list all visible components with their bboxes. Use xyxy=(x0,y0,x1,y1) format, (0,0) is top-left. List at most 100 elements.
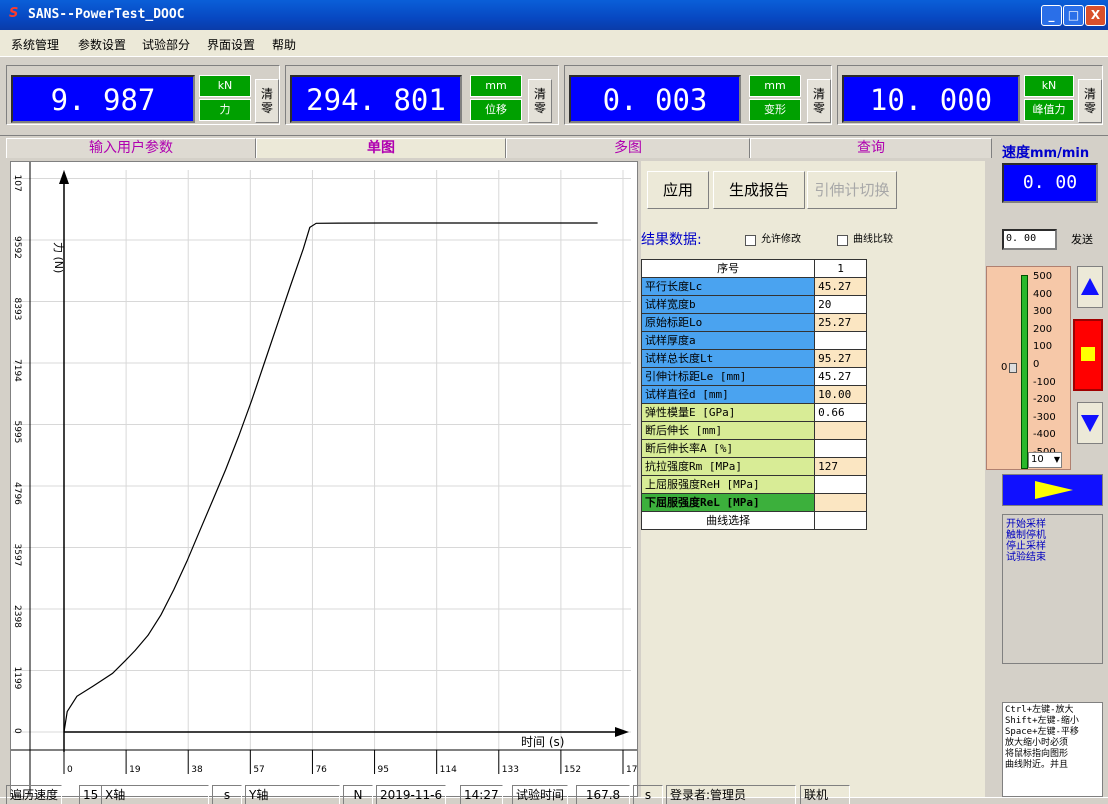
row-value[interactable] xyxy=(814,331,867,350)
y-tick-label: 0 xyxy=(12,728,22,734)
start-test-button[interactable] xyxy=(1002,474,1103,506)
compare-curves-checkbox[interactable] xyxy=(837,235,848,246)
chevron-down-icon: ▼ xyxy=(1053,455,1060,464)
y-axis-arrow xyxy=(59,170,69,184)
x-tick-label: 133 xyxy=(502,765,519,775)
allow-edit-label: 允许修改 xyxy=(761,234,801,245)
table-row[interactable]: 引伸计标距Le [mm] 45.27 xyxy=(640,367,867,386)
menu-test[interactable]: 试验部分 xyxy=(142,38,191,52)
results-title: 结果数据: xyxy=(641,232,702,248)
force-clear-button[interactable]: 清零 xyxy=(255,79,279,123)
table-row[interactable]: 上屈服强度ReH [MPa] xyxy=(640,475,867,494)
allow-edit-checkbox[interactable] xyxy=(745,235,756,246)
speed-gauge-bar xyxy=(1021,275,1028,469)
row-value[interactable] xyxy=(814,421,867,440)
tab-single-chart[interactable]: 单图 xyxy=(256,138,506,158)
speed-control-panel: 速度mm/min 0. 00 0. 00 发送 0 500 400 300 200 10… xyxy=(986,136,1108,797)
row-label: 引伸计标距Le [mm] xyxy=(640,367,816,386)
menu-ui[interactable]: 界面设置 xyxy=(207,38,256,52)
maximize-button[interactable]: □ xyxy=(1063,5,1084,26)
row-value[interactable]: 45.27 xyxy=(814,277,867,296)
row-value[interactable]: 25.27 xyxy=(814,313,867,332)
y-tick-label: 107 xyxy=(12,175,22,192)
row-value[interactable]: 10.00 xyxy=(814,385,867,404)
gauge-tick-label: 0 xyxy=(1033,359,1040,370)
row-value[interactable] xyxy=(814,475,867,494)
table-row[interactable]: 断后伸长率A [%] xyxy=(640,439,867,458)
minimize-button[interactable]: _ xyxy=(1041,5,1062,26)
row-label: 原始标距Lo xyxy=(640,313,816,332)
title-bar[interactable]: S SANS--PowerTest_DOOC _ □ X xyxy=(0,0,1108,30)
tab-query[interactable]: 查询 xyxy=(750,138,992,158)
y-axis-title: 力 (N) xyxy=(52,242,65,273)
speed-title: 速度mm/min xyxy=(1002,145,1089,162)
speed-down-button[interactable] xyxy=(1077,402,1103,444)
table-row[interactable]: 下屈服强度ReL [MPa] xyxy=(640,493,867,512)
tab-multi-chart[interactable]: 多图 xyxy=(506,138,750,158)
apply-button[interactable]: 应用 xyxy=(647,171,709,209)
row-value[interactable]: 0.66 xyxy=(814,403,867,422)
peak-force-clear-button[interactable]: 清零 xyxy=(1078,79,1102,123)
logged-user: 登录者:管理员 xyxy=(666,785,796,804)
row-value[interactable]: 45.27 xyxy=(814,367,867,386)
help-line: Space+左键-平移 xyxy=(1005,727,1079,737)
peak-force-label: 峰值力 xyxy=(1024,99,1074,121)
deformation-clear-button[interactable]: 清零 xyxy=(807,79,831,123)
force-readout: 9. 987 kN 力 清零 xyxy=(6,65,280,125)
step-select[interactable]: 10 ▼ xyxy=(1028,452,1062,468)
speed-slider-handle[interactable] xyxy=(1009,363,1017,373)
deformation-value: 0. 003 xyxy=(569,75,741,123)
row-label: 弹性模量E [GPa] xyxy=(640,403,816,422)
table-row[interactable]: 平行长度Lc 45.27 xyxy=(640,277,867,296)
chart-panel[interactable]: 0 1199 2398 3597 4796 5995 7194 8393 9592 107 0 19… xyxy=(10,161,643,797)
deformation-unit: mm xyxy=(749,75,801,97)
header-cell-index: 序号 xyxy=(640,259,816,278)
date-display: 2019-11-6 xyxy=(376,785,447,804)
tab-input-params[interactable]: 输入用户参数 xyxy=(6,138,256,158)
table-row[interactable]: 原始标距Lo 25.27 xyxy=(640,313,867,332)
stop-button[interactable] xyxy=(1073,319,1103,391)
header-cell-sample: 1 xyxy=(814,259,867,278)
speed-input[interactable]: 0. 00 xyxy=(1002,229,1057,250)
peak-force-readout: 10. 000 kN 峰值力 清零 xyxy=(837,65,1103,125)
traverse-speed-value: 15 xyxy=(79,785,103,804)
y-tick-label: 4796 xyxy=(12,482,22,505)
curve-select-value[interactable] xyxy=(814,511,867,530)
down-arrow-icon xyxy=(1081,415,1099,432)
displacement-label: 位移 xyxy=(470,99,522,121)
force-time-chart[interactable]: 0 1199 2398 3597 4796 5995 7194 8393 9592 107 0 19… xyxy=(11,162,643,796)
force-value: 9. 987 xyxy=(11,75,195,123)
row-label: 断后伸长 [mm] xyxy=(640,421,816,440)
table-row[interactable]: 抗拉强度Rm [MPa] 127 xyxy=(640,457,867,476)
speed-up-button[interactable] xyxy=(1077,266,1103,308)
table-row[interactable]: 试样直径d [mm] 10.00 xyxy=(640,385,867,404)
menu-bar: 系统管理 参数设置 试验部分 界面设置 帮助 xyxy=(0,30,1108,56)
close-button[interactable]: X xyxy=(1085,5,1106,26)
results-table[interactable]: 序号 1 平行长度Lc 45.27 试样宽度b 20 原始标距Lo 25.27 试样厚度a 试样总… xyxy=(640,259,867,530)
menu-system[interactable]: 系统管理 xyxy=(11,38,60,52)
help-line: 曲线附近。并且 xyxy=(1005,760,1069,770)
table-row[interactable]: 试样宽度b 20 xyxy=(640,295,867,314)
send-button[interactable]: 发送 xyxy=(1071,233,1093,246)
row-value[interactable]: 20 xyxy=(814,295,867,314)
displacement-value: 294. 801 xyxy=(290,75,462,123)
table-footer-row[interactable]: 曲线选择 xyxy=(640,511,867,530)
row-value[interactable]: 95.27 xyxy=(814,349,867,368)
table-row[interactable]: 试样总长度Lt 95.27 xyxy=(640,349,867,368)
table-row[interactable]: 断后伸长 [mm] xyxy=(640,421,867,440)
curve-select-label[interactable]: 曲线选择 xyxy=(640,511,816,530)
up-arrow-icon xyxy=(1081,278,1099,295)
generate-report-button[interactable]: 生成报告 xyxy=(713,171,805,209)
force-label: 力 xyxy=(199,99,251,121)
extensometer-switch-button[interactable]: 引伸计切换 xyxy=(807,171,897,209)
row-value[interactable] xyxy=(814,439,867,458)
y-tick-label: 2398 xyxy=(12,605,22,628)
table-row[interactable]: 试样厚度a xyxy=(640,331,867,350)
displacement-clear-button[interactable]: 清零 xyxy=(528,79,552,123)
y-tick-label: 3597 xyxy=(12,544,22,567)
menu-params[interactable]: 参数设置 xyxy=(78,38,127,52)
row-value[interactable] xyxy=(814,493,867,512)
row-value[interactable]: 127 xyxy=(814,457,867,476)
table-row[interactable]: 弹性模量E [GPa] 0.66 xyxy=(640,403,867,422)
menu-help[interactable]: 帮助 xyxy=(272,38,297,52)
